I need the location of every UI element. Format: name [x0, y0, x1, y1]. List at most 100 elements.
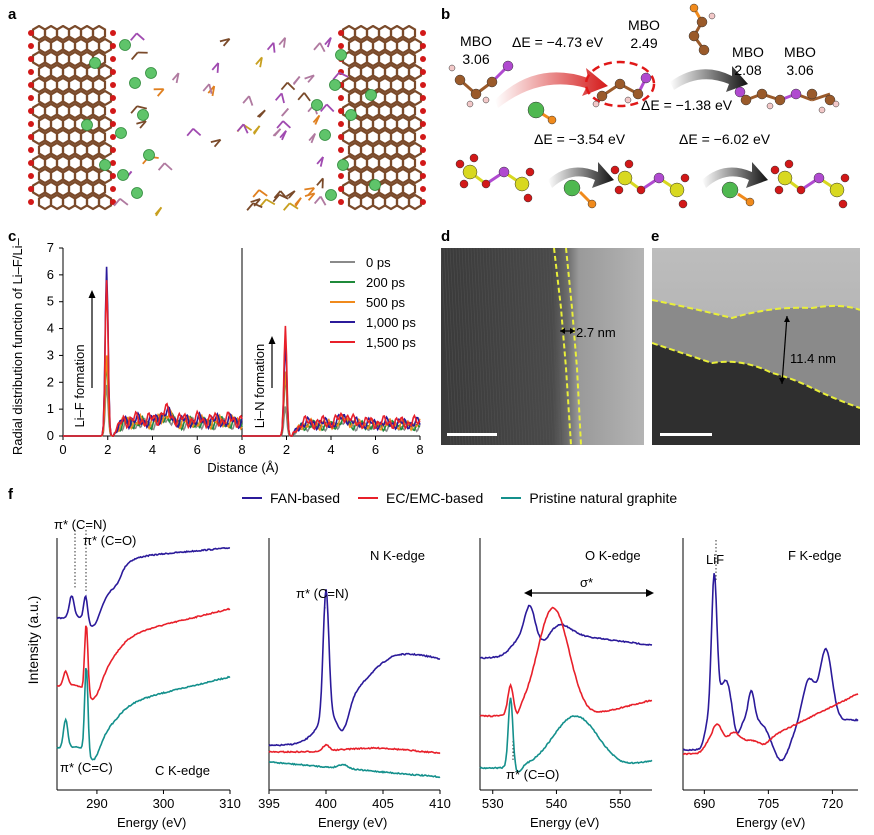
molecule-bond	[289, 202, 299, 210]
graphite-hexagon	[55, 50, 71, 68]
lattice-fringe	[512, 248, 524, 445]
legend-label: 1,500 ps	[366, 335, 416, 350]
li-ion	[369, 179, 381, 191]
graphite-hexagon	[79, 25, 95, 42]
n-edge-fan	[268, 589, 441, 747]
molecule-bond	[304, 187, 315, 191]
lattice-fringe	[467, 248, 479, 445]
oxygen-atom	[110, 95, 116, 101]
molecule-bond	[248, 95, 254, 106]
molecule-bond	[304, 192, 315, 198]
graphite-hexagon	[407, 167, 423, 185]
delta-e-1: ΔE = −4.73 eV	[512, 34, 604, 50]
sei-boundary-top	[652, 299, 860, 320]
x-tick-label: 4	[327, 442, 334, 457]
graphite-hexagon	[55, 25, 71, 42]
lattice-fringe	[455, 248, 467, 445]
c-edge-pristine	[56, 667, 231, 761]
graphite-hexagon	[353, 180, 369, 198]
molecule-bond	[252, 125, 261, 134]
graphite-hexagon	[377, 76, 393, 94]
graphite-hexagon	[371, 63, 387, 81]
lattice-fringe	[494, 248, 506, 445]
lattice-fringe	[446, 248, 458, 445]
x-tick-label: 2	[104, 442, 111, 457]
x-tick-label: 690	[693, 796, 715, 811]
li-ion	[89, 57, 101, 69]
x-tick-label: 4	[149, 442, 156, 457]
graphite-hexagon	[73, 63, 89, 81]
molecule-bond	[202, 83, 210, 92]
graphite-hexagon	[341, 128, 357, 146]
atom	[756, 88, 768, 100]
oxygen-atom	[28, 69, 34, 75]
c-xlabel: Energy (eV)	[117, 815, 187, 830]
graphite-hexagon	[79, 180, 95, 198]
graphite-hexagon	[383, 63, 399, 81]
y-tick-label: 4	[47, 321, 54, 336]
atom	[502, 60, 514, 72]
molecule-bond	[297, 92, 305, 101]
oxygen-atom	[28, 95, 34, 101]
graphite-hexagon	[395, 63, 411, 81]
x-tick-label: 720	[822, 796, 844, 811]
molecule-bond	[252, 202, 263, 209]
x-tick-label: 300	[153, 796, 175, 811]
graphite-hexagon	[353, 154, 369, 172]
atom	[614, 78, 626, 90]
graphite-hexagon	[37, 63, 53, 81]
atom	[469, 153, 479, 163]
li-ion	[119, 39, 131, 51]
graphite-hexagon	[365, 50, 381, 68]
oxygen-atom	[420, 173, 426, 179]
lattice-fringe	[482, 248, 494, 445]
graphite-slab-left	[28, 25, 116, 211]
mbo-mid-value: 2.49	[630, 35, 658, 51]
graphite-hexagon	[365, 128, 381, 146]
li-ion	[325, 189, 337, 201]
c-ann-co: π* (C=O)	[83, 533, 137, 548]
oxygen-atom	[110, 82, 116, 88]
li-f-annotation: Li–F formation	[72, 344, 87, 427]
graphite-hexagon	[43, 128, 59, 146]
lattice-fringe	[458, 248, 470, 445]
graphite-hexagon	[353, 128, 369, 146]
oxygen-atom	[420, 160, 426, 166]
graphite-hexagon	[73, 141, 89, 159]
graphite-hexagon	[407, 193, 423, 211]
lattice-fringe	[491, 248, 503, 445]
graphite-hexagon	[31, 50, 47, 68]
molecule-bond	[272, 42, 276, 53]
molecule-bond	[338, 71, 349, 78]
oxygen-atom	[338, 43, 344, 49]
lattice-fringe	[464, 248, 476, 445]
molecule-bond	[282, 120, 291, 129]
molecule-bond	[324, 36, 332, 46]
oxygen-atom	[420, 43, 426, 49]
graphite-hexagon	[43, 76, 59, 94]
graphite-hexagon	[67, 102, 83, 120]
li-ion	[129, 77, 141, 89]
graphite-hexagon	[389, 154, 405, 172]
bond	[811, 92, 831, 102]
atom	[632, 88, 644, 100]
graphite-hexagon	[85, 89, 101, 107]
x-tick-label: 540	[546, 796, 568, 811]
graphite-hexagon	[407, 141, 423, 159]
atom	[698, 44, 710, 56]
li-ion	[329, 79, 341, 91]
molecule-bond	[246, 202, 254, 211]
graphite-hexagon	[407, 89, 423, 107]
molecule-bond	[281, 107, 289, 117]
lattice-fringe	[545, 248, 557, 445]
graphite-hexagon	[389, 76, 405, 94]
graphite-hexagon	[347, 37, 363, 55]
li-ion	[527, 101, 545, 119]
o-edge-fan	[479, 604, 653, 660]
li-ion	[365, 89, 377, 101]
graphite-hexagon	[73, 89, 89, 107]
curved-arrow-red	[495, 68, 608, 108]
scale-bar	[447, 433, 497, 436]
molecule-bond	[286, 81, 296, 91]
atom	[832, 100, 840, 108]
